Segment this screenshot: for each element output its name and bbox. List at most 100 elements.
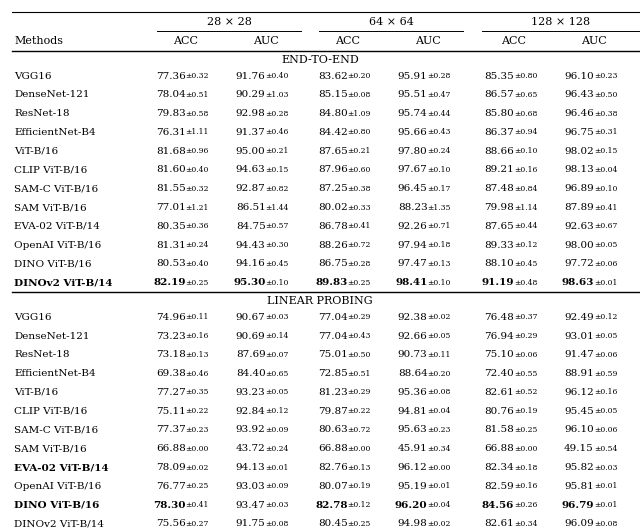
Text: ±0.80: ±0.80 — [514, 72, 538, 80]
Text: 49.15: 49.15 — [564, 444, 594, 453]
Text: 93.92: 93.92 — [236, 425, 266, 434]
Text: 77.04: 77.04 — [318, 332, 348, 341]
Text: ±0.28: ±0.28 — [348, 260, 371, 268]
Text: ±0.06: ±0.06 — [514, 351, 538, 359]
Text: ±0.40: ±0.40 — [266, 72, 289, 80]
Text: 77.36: 77.36 — [156, 71, 186, 80]
Text: ±0.34: ±0.34 — [514, 520, 538, 528]
Text: 81.55: 81.55 — [156, 184, 186, 193]
Text: ±0.36: ±0.36 — [186, 222, 209, 230]
Text: 76.94: 76.94 — [484, 332, 514, 341]
Text: 94.16: 94.16 — [236, 259, 266, 268]
Text: 80.02: 80.02 — [318, 203, 348, 212]
Text: 83.62: 83.62 — [318, 71, 348, 80]
Text: 98.00: 98.00 — [564, 241, 594, 250]
Text: 80.45: 80.45 — [318, 519, 348, 528]
Text: 77.27: 77.27 — [156, 388, 186, 397]
Text: ±1.09: ±1.09 — [348, 110, 371, 117]
Text: ±0.00: ±0.00 — [186, 445, 209, 453]
Text: ±0.48: ±0.48 — [514, 279, 538, 287]
Text: 69.38: 69.38 — [156, 369, 186, 378]
Text: DINOv2 ViT-B/14: DINOv2 ViT-B/14 — [14, 519, 104, 528]
Text: 98.63: 98.63 — [561, 278, 594, 287]
Text: ResNet-18: ResNet-18 — [14, 350, 70, 359]
Text: VGG16: VGG16 — [14, 313, 52, 322]
Text: ±0.08: ±0.08 — [266, 520, 289, 528]
Text: ±0.05: ±0.05 — [594, 241, 618, 249]
Text: 82.19: 82.19 — [153, 278, 186, 287]
Text: 96.10: 96.10 — [564, 71, 594, 80]
Text: 93.03: 93.03 — [236, 482, 266, 491]
Text: DenseNet-121: DenseNet-121 — [14, 332, 90, 341]
Text: ±0.01: ±0.01 — [428, 482, 451, 490]
Text: ±0.00: ±0.00 — [348, 445, 371, 453]
Text: 96.43: 96.43 — [564, 90, 594, 99]
Text: 96.10: 96.10 — [564, 425, 594, 434]
Text: 92.38: 92.38 — [398, 313, 428, 322]
Text: 91.76: 91.76 — [236, 71, 266, 80]
Text: ±0.25: ±0.25 — [514, 426, 538, 434]
Text: ±0.72: ±0.72 — [348, 241, 371, 249]
Text: 95.19: 95.19 — [398, 482, 428, 491]
Text: ±0.05: ±0.05 — [594, 332, 618, 340]
Text: 84.56: 84.56 — [481, 500, 514, 509]
Text: ±0.57: ±0.57 — [266, 222, 289, 230]
Text: 94.81: 94.81 — [398, 407, 428, 416]
Text: 95.81: 95.81 — [564, 482, 594, 491]
Text: 87.25: 87.25 — [318, 184, 348, 193]
Text: ±0.34: ±0.34 — [428, 445, 451, 453]
Text: ±0.96: ±0.96 — [186, 147, 209, 155]
Text: ±0.10: ±0.10 — [514, 147, 538, 155]
Text: ±0.00: ±0.00 — [428, 463, 451, 471]
Text: 87.89: 87.89 — [564, 203, 594, 212]
Text: 97.94: 97.94 — [398, 241, 428, 250]
Text: ±0.06: ±0.06 — [594, 260, 618, 268]
Text: 92.87: 92.87 — [236, 184, 266, 193]
Text: 90.69: 90.69 — [236, 332, 266, 341]
Text: ±0.52: ±0.52 — [514, 388, 538, 396]
Text: 93.47: 93.47 — [236, 500, 266, 509]
Text: OpenAI ViT-B/16: OpenAI ViT-B/16 — [14, 482, 101, 491]
Text: 76.77: 76.77 — [156, 482, 186, 491]
Text: 77.37: 77.37 — [156, 425, 186, 434]
Text: CLIP ViT-B/16: CLIP ViT-B/16 — [14, 407, 87, 416]
Text: ±0.25: ±0.25 — [186, 482, 209, 490]
Text: 82.76: 82.76 — [318, 463, 348, 472]
Text: ±0.02: ±0.02 — [186, 463, 209, 471]
Text: DenseNet-121: DenseNet-121 — [14, 90, 90, 99]
Text: 95.82: 95.82 — [564, 463, 594, 472]
Text: 79.83: 79.83 — [156, 109, 186, 118]
Text: 73.18: 73.18 — [156, 350, 186, 359]
Text: ±0.12: ±0.12 — [266, 407, 289, 415]
Text: ±0.17: ±0.17 — [428, 185, 451, 193]
Text: 96.20: 96.20 — [395, 500, 428, 509]
Text: 75.01: 75.01 — [318, 350, 348, 359]
Text: 98.41: 98.41 — [395, 278, 428, 287]
Text: 88.10: 88.10 — [484, 259, 514, 268]
Text: ±0.46: ±0.46 — [186, 370, 209, 378]
Text: 92.63: 92.63 — [564, 222, 594, 231]
Text: 78.30: 78.30 — [153, 500, 186, 509]
Text: 91.47: 91.47 — [564, 350, 594, 359]
Text: 66.88: 66.88 — [156, 444, 186, 453]
Text: ±0.71: ±0.71 — [428, 222, 451, 230]
Text: ±0.11: ±0.11 — [428, 351, 451, 359]
Text: ±0.54: ±0.54 — [594, 445, 618, 453]
Text: 78.09: 78.09 — [156, 463, 186, 472]
Text: ±0.21: ±0.21 — [266, 147, 289, 155]
Text: 96.89: 96.89 — [564, 184, 594, 193]
Text: ±0.03: ±0.03 — [594, 463, 618, 471]
Text: 86.75: 86.75 — [318, 259, 348, 268]
Text: 95.45: 95.45 — [564, 407, 594, 416]
Text: ACC: ACC — [501, 36, 527, 46]
Text: CLIP ViT-B/16: CLIP ViT-B/16 — [14, 166, 87, 175]
Text: ±0.08: ±0.08 — [348, 91, 371, 99]
Text: ±0.24: ±0.24 — [428, 147, 451, 155]
Text: 81.31: 81.31 — [156, 241, 186, 250]
Text: 96.09: 96.09 — [564, 519, 594, 528]
Text: ±0.05: ±0.05 — [594, 407, 618, 415]
Text: ±0.26: ±0.26 — [514, 501, 538, 509]
Text: ±0.37: ±0.37 — [514, 313, 538, 321]
Text: ±0.18: ±0.18 — [428, 241, 451, 249]
Text: ±0.68: ±0.68 — [514, 110, 538, 117]
